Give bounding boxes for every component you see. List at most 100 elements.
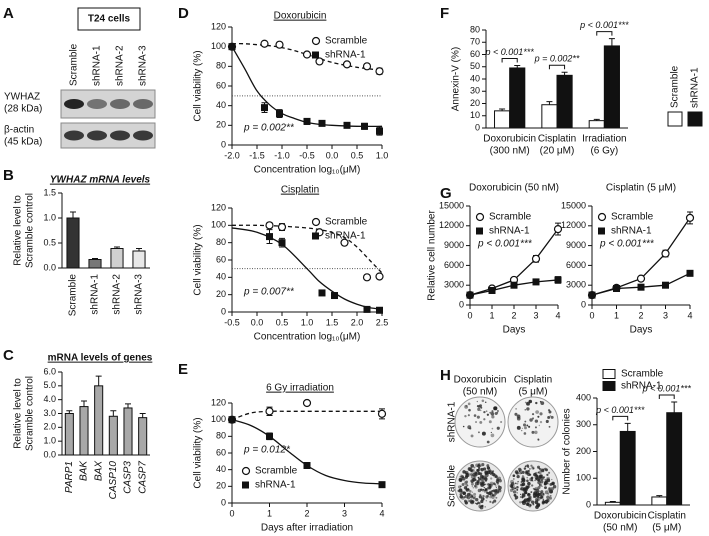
colony [526,401,531,406]
y-tick-label: 60 [216,254,226,264]
data-point [275,40,284,49]
x-tick-label: CASP10 [108,461,119,500]
data-point [636,274,646,283]
colony [473,476,476,479]
data-point [260,39,269,48]
colony [521,427,524,429]
colony [483,410,486,414]
x-tick-label: (20 μM) [540,146,575,157]
colony [525,470,528,474]
fit-curve [231,42,383,71]
y-tick-label: 60 [216,447,226,457]
legend-symbol [476,227,483,235]
data-point [554,276,562,284]
colony [473,466,476,469]
significance-bracket [596,31,613,36]
colony [544,486,547,490]
colony [477,501,480,504]
y-axis-label: Relative cell number [427,210,438,301]
colony [457,489,460,493]
colony [470,479,475,483]
x-tick-label: -2.0 [224,150,240,160]
colony [490,431,492,434]
colony [477,405,481,409]
data-point [302,398,312,408]
error-bar [624,422,631,432]
significance-bracket [501,58,518,63]
y-tick-label: 30 [470,86,480,96]
data-point [278,239,286,247]
data-point [588,291,596,299]
colony [526,502,530,507]
x-tick-label: 0.5 [351,150,364,160]
colony [491,427,494,430]
y-tick-label: 15000 [439,200,464,210]
data-point [376,127,383,135]
colony [514,487,517,490]
colony [539,412,543,416]
bar [619,430,636,506]
colony [496,409,499,413]
y-tick-label: 0.0 [43,449,56,459]
colony [523,432,527,435]
colony [513,493,517,497]
colony [485,495,489,499]
y-tick-label: 15000 [561,200,586,210]
colony [492,490,494,492]
y-tick-label: 100 [211,220,226,230]
y-tick-label: 120 [211,202,226,212]
colony [469,473,473,476]
colony [523,467,527,470]
colony [471,491,474,493]
y-tick-label: 0 [221,139,226,149]
colony [459,476,461,478]
legend-label: Scramble [670,65,681,108]
data-point [553,225,563,234]
colony [467,499,471,503]
fit-curve [231,410,382,421]
panel-label: C [3,347,14,364]
colony [476,400,479,403]
x-axis-label: Days after irradiation [261,523,353,534]
colony [481,463,485,467]
colony [466,492,471,497]
data-point [303,462,311,469]
colony [481,488,485,492]
x-tick-label: Cisplatin [538,134,576,145]
blot-title-box [77,7,141,31]
x-axis-label: Concentration log₁₀(μM) [254,332,361,343]
y-tick-label: 100 [576,473,591,483]
bar [110,248,124,269]
colony [474,502,477,505]
colony [483,486,486,489]
y-axis-label: Relative level to [13,195,24,266]
colony [544,490,549,495]
colony [534,495,537,499]
data-point [362,273,372,282]
colony [497,484,500,488]
colony [476,415,480,419]
dish-row-label: Scramble [447,464,458,507]
legend-symbol [602,369,616,379]
colony [490,433,495,438]
legend-label: shRNA-1 [325,231,366,242]
colony [470,470,473,473]
bar [66,217,80,269]
legend-symbol [311,217,321,227]
x-tick-label: BAK [79,460,90,481]
colony [474,476,477,478]
panel-label: G [440,185,452,202]
colony [485,479,487,482]
colony [460,474,463,477]
blot-band [64,99,84,109]
blot-band [87,99,107,109]
legend-symbol [667,111,683,127]
error-bar [125,403,131,408]
colony [493,482,496,485]
colony [521,478,526,483]
data-point [685,213,695,222]
colony [537,438,540,441]
bar [666,412,683,506]
colony [526,464,529,467]
